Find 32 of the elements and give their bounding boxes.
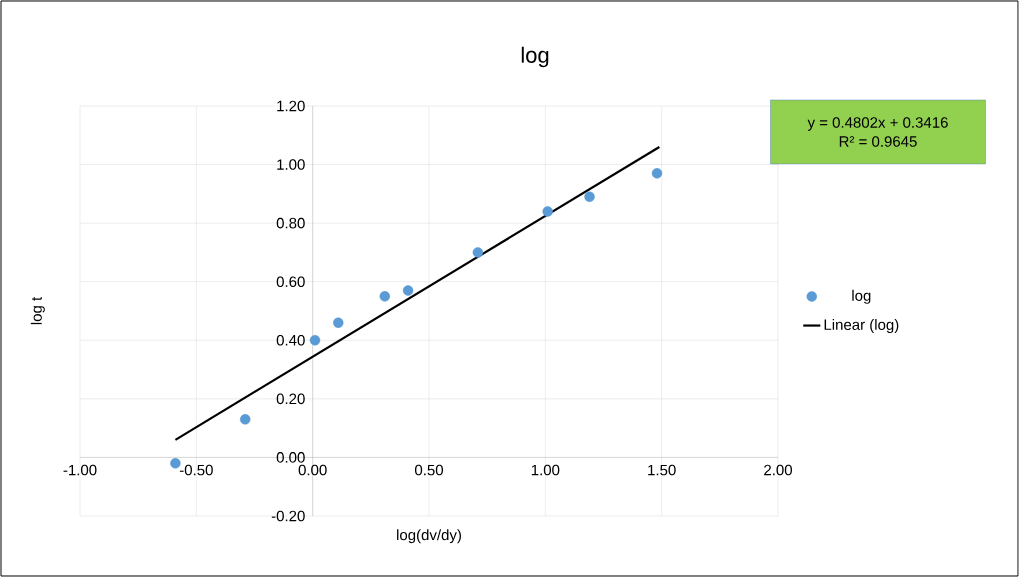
chart-title: log (521, 46, 549, 68)
point (584, 191, 595, 202)
point (170, 458, 181, 469)
legend-label: Linear (log) (824, 318, 899, 333)
text: y = 0.4802x + 0.3416 (807, 117, 948, 131)
y-tick-label: 0.00 (276, 452, 305, 463)
point (542, 206, 553, 217)
point (379, 291, 390, 302)
x-tick-label: 0.50 (414, 464, 444, 476)
x-axis-title: log(dv/dy) (397, 529, 461, 544)
x-tick-label: 0.00 (298, 464, 327, 476)
point (402, 285, 414, 296)
point (472, 247, 484, 258)
point (309, 335, 321, 346)
y-tick-label: 0.40 (276, 334, 305, 346)
y-axis-title: log t (30, 296, 45, 325)
x-tick-label: -0.50 (179, 464, 213, 476)
y-tick-label: 0.20 (276, 393, 305, 405)
y-tick-label: 0.80 (276, 217, 305, 229)
point (651, 168, 663, 179)
text: R² = 0.9645 (839, 136, 917, 147)
x-tick-label: -1.00 (63, 464, 97, 476)
legend-label: log (852, 289, 871, 304)
point (240, 414, 251, 425)
point (333, 317, 344, 328)
x-tick-label: 2.00 (764, 464, 792, 476)
x-tick-label: 1.00 (531, 464, 560, 476)
y-tick-label: -0.20 (271, 510, 305, 522)
x-tick-label: 1.50 (648, 464, 676, 476)
y-tick-label: 0.60 (276, 276, 305, 288)
y-tick-label: 1.00 (277, 159, 305, 170)
y-tick-label: 1.20 (277, 100, 305, 112)
